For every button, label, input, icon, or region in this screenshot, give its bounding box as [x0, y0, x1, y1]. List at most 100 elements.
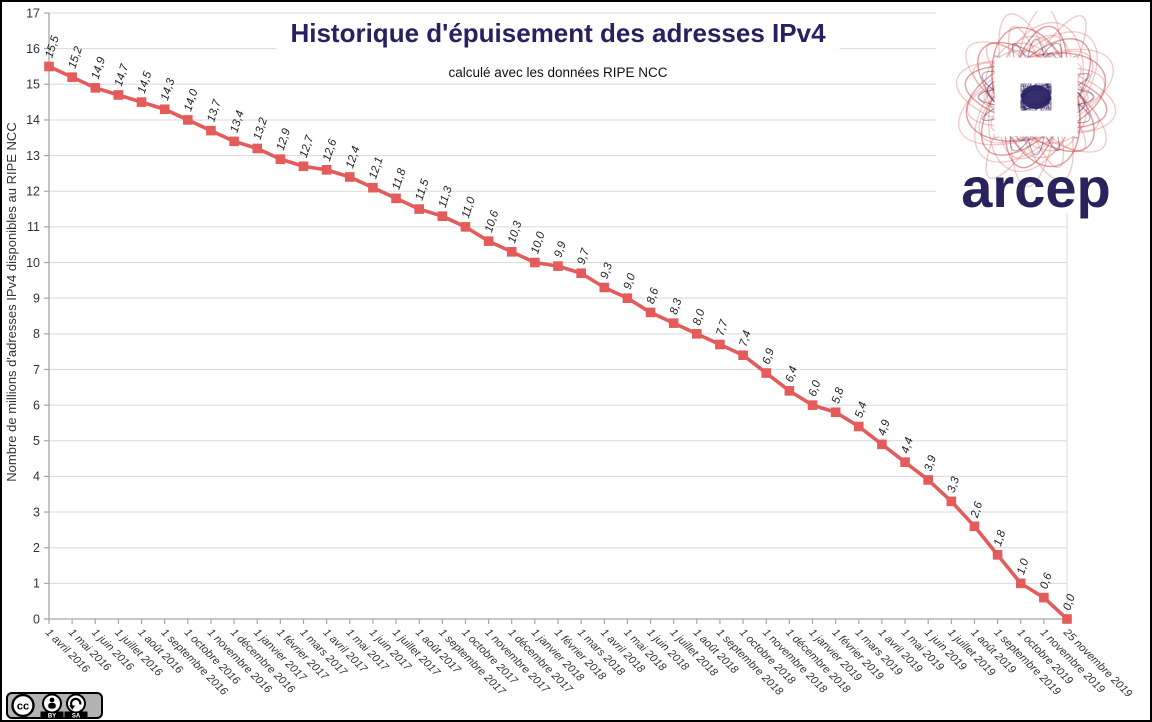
data-label: 6,4 [784, 365, 800, 384]
cc-icon: cc [11, 693, 35, 718]
cc-license-badge-graphic: cc BY SA [6, 692, 103, 719]
data-label: 11,0 [460, 195, 478, 220]
y-tick-label: 6 [33, 398, 40, 412]
data-point [830, 407, 841, 418]
data-label: 11,8 [390, 167, 408, 192]
data-label: 14,5 [136, 69, 155, 95]
data-point [483, 236, 494, 246]
data-label: 6,9 [761, 346, 778, 365]
by-person-icon [42, 693, 62, 714]
data-point [368, 182, 378, 193]
data-label: 3,3 [946, 475, 963, 494]
y-tick-label: 0 [33, 612, 40, 626]
data-label: 10,0 [529, 230, 548, 256]
y-tick-label: 1 [33, 577, 40, 591]
data-point [692, 329, 702, 339]
data-label: 12,9 [275, 127, 294, 153]
data-point [437, 211, 448, 221]
data-label: 12,6 [321, 137, 340, 163]
data-point [738, 350, 748, 361]
data-point [344, 172, 355, 182]
data-point [668, 318, 679, 328]
data-label: 8,3 [668, 297, 685, 316]
data-point [1039, 592, 1049, 603]
data-label: 1,0 [1015, 557, 1032, 576]
cc-by-sa-badge: cc BY SA [6, 692, 104, 720]
data-point [576, 268, 586, 279]
data-points [44, 61, 1072, 624]
data-point [553, 261, 563, 271]
sa-label-bar [64, 711, 88, 719]
data-label: 2,6 [969, 500, 986, 520]
data-point [90, 83, 101, 93]
axes [44, 12, 1068, 624]
y-tick-label: 10 [26, 256, 40, 270]
sa-label: SA [72, 713, 81, 719]
data-point [1062, 614, 1072, 624]
y-axis-title: Nombre de millions d'adresses IPv4 dispo… [4, 122, 19, 481]
data-label: 5,4 [853, 401, 869, 420]
y-tick-label: 8 [33, 327, 40, 341]
data-point [252, 143, 263, 154]
data-point [599, 282, 610, 293]
data-label: 1,8 [992, 528, 1009, 547]
data-label: 11,3 [437, 184, 455, 209]
series-line [48, 64, 1069, 621]
by-label-bar [40, 711, 64, 719]
data-point [784, 386, 795, 396]
data-point [900, 457, 910, 467]
y-tick-label: 15 [26, 78, 40, 92]
svg-text:cc: cc [17, 701, 29, 713]
data-point [229, 136, 239, 147]
data-label: 9,7 [576, 247, 593, 266]
data-label: 0,0 [1061, 592, 1078, 611]
data-label: 10,6 [483, 208, 502, 234]
data-point [414, 204, 424, 214]
data-point [923, 475, 933, 485]
y-tick-label: 17 [26, 6, 40, 20]
data-label: 9,9 [552, 240, 569, 259]
data-label: 7,4 [738, 329, 754, 348]
data-label: 10,3 [506, 219, 525, 245]
data-label: 6,0 [807, 379, 824, 398]
y-tick-label: 14 [26, 113, 40, 127]
data-label: 12,1 [367, 156, 385, 181]
data-point [877, 439, 887, 450]
arcep-logo: arcep [936, 6, 1140, 223]
logo-center-blob [1021, 85, 1051, 109]
chart-title: Historique d'épuisement des adresses IPv… [276, 18, 840, 50]
data-point [136, 97, 147, 107]
arcep-logo-graphic: arcep [936, 6, 1140, 219]
sa-arrow-icon [66, 693, 86, 714]
data-point [807, 400, 818, 410]
data-point [183, 115, 193, 125]
y-tick-label: 16 [26, 42, 40, 56]
data-label: 8,0 [691, 307, 708, 326]
data-point [67, 72, 77, 82]
data-point [853, 421, 864, 432]
data-point [298, 161, 309, 172]
data-point [1015, 578, 1026, 589]
data-label: 11,5 [414, 177, 432, 202]
logo-white-square-ring [994, 57, 1078, 137]
arcep-logo-text: arcep [961, 156, 1110, 219]
y-tick-label: 3 [33, 505, 40, 519]
data-label: 4,9 [876, 418, 893, 437]
data-label: 4,4 [899, 436, 915, 455]
data-labels: 15,5 15,2 14,9 14,7 14,5 14,3 14,0 13,7 13,4 13,2… [43, 34, 1078, 612]
data-point [460, 222, 471, 232]
chart-subtitle: calculé avec les données RIPE NCC [440, 65, 676, 80]
data-point [715, 339, 725, 350]
y-tick-label: 9 [33, 291, 40, 305]
data-point [506, 247, 517, 257]
data-point [530, 257, 540, 268]
data-point [622, 293, 633, 303]
by-label: BY [48, 713, 56, 719]
y-tick-label: 5 [33, 434, 40, 448]
y-tick-label: 2 [33, 541, 40, 555]
y-tick-label: 12 [26, 185, 40, 199]
